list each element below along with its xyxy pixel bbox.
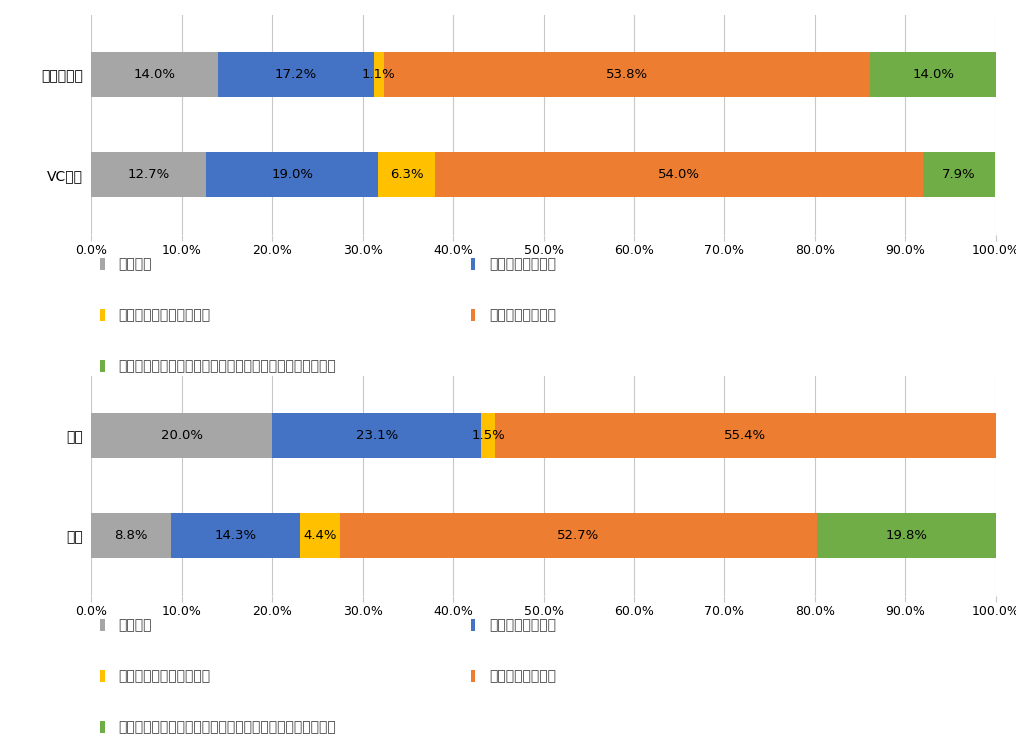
Bar (495, 414, 996, 459)
Bar (378, 153, 435, 197)
Bar (91, 414, 272, 459)
Text: 19.8%: 19.8% (885, 529, 928, 542)
Text: 14.3%: 14.3% (214, 529, 257, 542)
Text: 6.3%: 6.3% (390, 168, 424, 181)
Bar (272, 414, 482, 459)
Text: いずれ実行したい: いずれ実行したい (489, 257, 556, 271)
Text: すぐに実行したい: すぐに実行したい (489, 669, 556, 684)
Bar (870, 53, 997, 98)
Bar (91, 153, 206, 197)
Bar (101, 309, 105, 321)
Bar (101, 359, 105, 371)
Text: 1.5%: 1.5% (471, 429, 505, 442)
Text: 14.0%: 14.0% (134, 68, 176, 81)
Text: 53.8%: 53.8% (606, 68, 648, 81)
Bar (101, 670, 105, 682)
Text: 1.1%: 1.1% (362, 68, 395, 81)
Text: 52.7%: 52.7% (557, 529, 599, 542)
Text: 半年以内には実行したい: 半年以内には実行したい (118, 669, 210, 684)
Bar (91, 53, 218, 98)
Bar (374, 53, 383, 98)
Text: 20.0%: 20.0% (161, 429, 203, 442)
Bar (817, 514, 996, 558)
Bar (101, 619, 105, 631)
Text: 今回の食事で実行した（意識して野菜メニューを食べた）: 今回の食事で実行した（意識して野菜メニューを食べた） (118, 359, 336, 373)
Text: 54.0%: 54.0% (658, 168, 700, 181)
Text: 8.8%: 8.8% (115, 529, 148, 542)
Bar (206, 153, 378, 197)
Text: 17.2%: 17.2% (274, 68, 317, 81)
Bar (171, 514, 301, 558)
Text: 19.0%: 19.0% (271, 168, 313, 181)
Bar (471, 258, 475, 270)
Bar (340, 514, 817, 558)
Bar (471, 619, 475, 631)
Text: 思わない: 思わない (118, 257, 151, 271)
Bar (471, 309, 475, 321)
Bar (482, 414, 495, 459)
Bar (435, 153, 924, 197)
Text: 半年以内には実行したい: 半年以内には実行したい (118, 308, 210, 323)
Bar (301, 514, 340, 558)
Bar (383, 53, 870, 98)
Text: 14.0%: 14.0% (912, 68, 954, 81)
Bar (471, 670, 475, 682)
Bar (218, 53, 374, 98)
Bar (101, 720, 105, 732)
Bar (924, 153, 995, 197)
Bar (91, 514, 171, 558)
Text: すぐに実行したい: すぐに実行したい (489, 308, 556, 323)
Text: 7.9%: 7.9% (942, 168, 976, 181)
Text: 12.7%: 12.7% (128, 168, 170, 181)
Text: 思わない: 思わない (118, 618, 151, 632)
Text: いずれ実行したい: いずれ実行したい (489, 618, 556, 632)
Text: 今回の食事で実行した（意識して野菜メニューを食べた）: 今回の食事で実行した（意識して野菜メニューを食べた） (118, 720, 336, 734)
Bar (101, 258, 105, 270)
Text: 23.1%: 23.1% (356, 429, 398, 442)
Text: 4.4%: 4.4% (304, 529, 337, 542)
Text: 55.4%: 55.4% (724, 429, 766, 442)
